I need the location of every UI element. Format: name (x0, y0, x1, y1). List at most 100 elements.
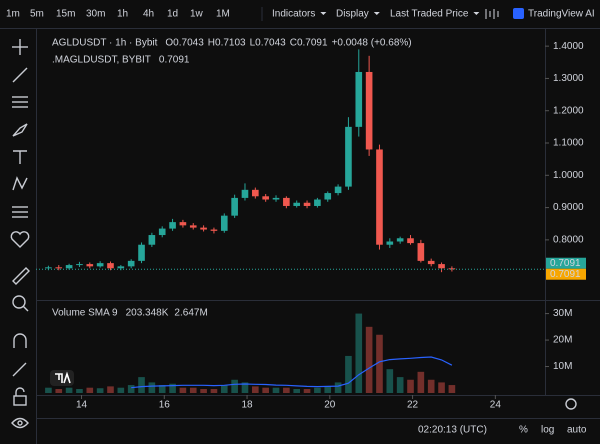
candle-body (86, 264, 94, 267)
interval-button[interactable]: 1m (6, 9, 20, 20)
ai-button[interactable]: TradingView AI (528, 9, 595, 20)
lines-tool[interactable] (12, 96, 28, 108)
candle-body (200, 227, 207, 230)
volume-bar (438, 382, 445, 393)
volume-bar (407, 379, 414, 393)
lock-tool[interactable] (13, 387, 27, 406)
candle-body (324, 193, 332, 200)
legend-symbol: AGLDUSDT · 1h · Bybit (52, 38, 158, 49)
legend-ohlc: L0.7043 (250, 38, 287, 49)
volume-bar (76, 389, 83, 393)
lock-drawing-tool[interactable] (12, 362, 27, 377)
volume-bar (148, 382, 156, 393)
candle-body (314, 199, 321, 206)
volume-bar (283, 387, 290, 393)
volume-bar (365, 326, 373, 393)
volume-bar (189, 387, 197, 393)
magnet-tool[interactable] (13, 333, 27, 348)
candle-body (148, 235, 156, 245)
y-tick-label: 0.8000 (553, 235, 584, 246)
volume-bar (117, 387, 125, 393)
interval-button[interactable]: 30m (86, 9, 105, 20)
volume-bar (272, 387, 280, 393)
y-tick-label: 10M (553, 361, 572, 372)
zoom-tool[interactable] (12, 295, 29, 312)
volume-bar (65, 387, 73, 393)
price-label-bg (546, 268, 586, 280)
x-tick-label: 16 (159, 400, 171, 411)
log-toggle[interactable]: log (541, 425, 554, 436)
settings-icon[interactable] (565, 398, 577, 410)
trendline-tool[interactable] (12, 67, 28, 83)
crosshair-tool[interactable] (12, 39, 28, 55)
interval-button[interactable]: 1M (216, 9, 230, 20)
candle-body (293, 202, 301, 206)
candle-body (55, 267, 63, 269)
price-label: 0.7091 (550, 269, 581, 280)
volume-bar (96, 388, 104, 393)
y-tick-label: 1.1000 (553, 138, 584, 149)
candle-body (427, 260, 435, 265)
candle-body (210, 229, 218, 231)
price-label-bg (546, 257, 586, 269)
volume-bar (127, 385, 135, 393)
volume-bar (45, 387, 52, 393)
interval-button[interactable]: 5m (30, 9, 44, 20)
volume-bar (293, 389, 301, 393)
volume-bar (169, 383, 176, 393)
volume-bar (200, 389, 207, 393)
candle-body (189, 225, 197, 228)
menu-button[interactable]: Indicators (272, 9, 315, 20)
interval-button[interactable]: 15m (56, 9, 75, 20)
pattern-tool[interactable] (12, 176, 28, 191)
volume-bar (396, 377, 404, 393)
clock: 02:20:13 (UTC) (418, 425, 487, 436)
candle-body (365, 71, 373, 150)
candle-body (117, 266, 125, 269)
menu-button[interactable]: Display (336, 9, 369, 20)
compare-icon (485, 9, 499, 19)
volume-bar (158, 385, 166, 393)
text-tool[interactable] (13, 150, 27, 164)
menu-button[interactable]: Last Traded Price (390, 9, 469, 20)
volume-bar (138, 377, 145, 393)
brush-tool[interactable] (12, 123, 28, 137)
ruler-tool[interactable] (12, 267, 30, 285)
volume-bar (314, 387, 321, 393)
percent-toggle[interactable]: % (519, 425, 528, 436)
volume-bar (210, 389, 218, 393)
measure-tool[interactable] (12, 206, 28, 218)
candle-body (272, 197, 280, 200)
x-tick-label: 14 (76, 400, 88, 411)
candle-body (45, 267, 52, 269)
drawing-tools (10, 39, 30, 429)
volume-bar (324, 386, 332, 393)
candle-body (417, 243, 425, 261)
candle-body (407, 238, 414, 244)
candle-body (96, 263, 104, 267)
candle-body (448, 268, 456, 270)
x-tick-label: 24 (490, 400, 502, 411)
auto-toggle[interactable]: auto (567, 425, 587, 436)
interval-button[interactable]: 1d (167, 9, 178, 20)
interval-button[interactable]: 1w (190, 9, 204, 20)
visibility-tool[interactable] (11, 417, 29, 429)
candle-body (283, 197, 290, 206)
y-tick-label: 1.4000 (553, 41, 584, 52)
candle-body (438, 264, 445, 269)
favorites-tool[interactable] (10, 231, 30, 248)
volume-bar (417, 371, 425, 393)
candle-body (107, 263, 114, 269)
interval-button[interactable]: 1h (117, 9, 128, 20)
candle-body (386, 241, 394, 245)
volume-bar (345, 355, 352, 393)
volume-bar (386, 369, 394, 393)
interval-button[interactable]: 4h (143, 9, 154, 20)
candle-body (138, 244, 145, 261)
candle-body (76, 264, 83, 266)
legend-ohlc: H0.7103 (208, 38, 246, 49)
volume-bar (252, 386, 259, 393)
y-tick-label: 1.2000 (553, 105, 584, 116)
volume-bar (303, 389, 311, 393)
